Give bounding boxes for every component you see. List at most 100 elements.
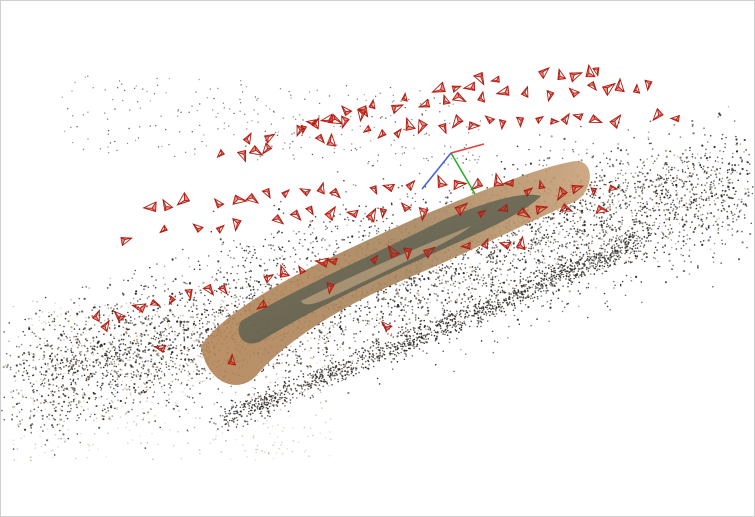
camera-frustum: [300, 124, 308, 135]
camera-frustum: [489, 75, 500, 83]
camera-frustum: [453, 179, 468, 191]
camera-frustum: [590, 187, 598, 197]
camera-frustum: [535, 115, 545, 125]
camera-frustum: [571, 184, 585, 195]
camera-frustum: [213, 197, 225, 209]
camera-frustum: [437, 122, 447, 135]
camera-frustums: [91, 63, 680, 366]
camera-frustum: [588, 114, 604, 124]
camera-frustum: [454, 202, 469, 217]
camera-frustum: [316, 181, 325, 195]
camera-frustum: [477, 90, 486, 103]
camera-frustum: [298, 188, 312, 197]
camera-frustum: [498, 119, 507, 131]
camera-frustum: [192, 223, 204, 234]
camera-frustum: [381, 183, 396, 193]
camera-frustum: [379, 207, 388, 220]
camera-frustum: [560, 112, 570, 126]
camera-frustum: [279, 264, 291, 278]
camera-frustum: [442, 93, 451, 105]
camera-frustum: [216, 148, 226, 159]
camera-frustum: [176, 191, 191, 206]
camera-frustum: [326, 132, 337, 147]
camera-frustum: [468, 121, 481, 131]
camera-frustum: [227, 353, 237, 366]
camera-frustum: [462, 81, 476, 92]
camera-frustum: [472, 71, 485, 86]
camera-frustum: [417, 98, 431, 108]
camera-frustum: [341, 115, 350, 130]
camera-frustum: [477, 209, 487, 219]
camera-frustum: [202, 283, 215, 297]
camera-frustum: [459, 241, 471, 250]
camera-frustum: [502, 178, 514, 187]
camera-frustum: [515, 116, 525, 128]
camera-frustum: [319, 113, 334, 124]
camera-frustum: [162, 198, 174, 212]
camera-frustum: [263, 133, 276, 144]
camera-frustum: [595, 204, 610, 214]
camera-frustum: [304, 205, 314, 216]
log-highlight: [301, 226, 471, 305]
camera-frustum: [311, 116, 320, 130]
camera-frustum: [549, 117, 560, 125]
camera-frustum: [608, 184, 619, 192]
camera-frustum: [402, 247, 413, 261]
camera-frustum: [568, 87, 581, 98]
camera-frustum: [401, 91, 408, 102]
camera-frustum: [263, 273, 275, 284]
x-axis-line: [450, 143, 485, 154]
camera-frustum: [324, 205, 337, 222]
camera-frustum: [217, 284, 228, 296]
camera-frustum: [609, 113, 622, 130]
camera-frustum: [362, 124, 372, 134]
y-axis-line: [450, 152, 476, 195]
camera-frustum: [418, 207, 429, 222]
camera-frustum: [131, 303, 147, 314]
camera-frustum: [357, 105, 369, 118]
camera-frustum: [242, 132, 252, 145]
camera-frustum: [592, 67, 600, 77]
camera-frustum: [523, 187, 534, 198]
camera-frustum: [497, 203, 509, 213]
camera-frustum: [451, 91, 467, 103]
camera-frustum: [357, 108, 367, 123]
camera-frustum: [470, 177, 484, 191]
camera-frustum: [380, 320, 393, 332]
camera-frustum: [586, 80, 598, 92]
camera-frustum: [298, 265, 307, 275]
camera-frustum: [184, 288, 193, 301]
camera-frustum: [91, 309, 100, 323]
camera-frustum: [535, 205, 549, 216]
camera-frustum: [451, 85, 462, 93]
camera-frustum: [369, 254, 379, 265]
camera-frustum: [390, 104, 405, 115]
camera-frustum: [498, 242, 512, 251]
camera-frustum: [326, 281, 335, 295]
camera-frustum: [669, 114, 680, 123]
camera-frustum: [345, 209, 359, 219]
camera-frustum: [546, 89, 555, 103]
camera-frustum: [451, 113, 464, 129]
camera-frustum: [632, 83, 641, 94]
camera-frustum: [289, 209, 302, 221]
camera-frustum: [314, 133, 326, 144]
camera-frustum: [569, 72, 584, 83]
camera-frustum: [232, 217, 242, 232]
camera-frustum: [236, 149, 247, 163]
camera-frustum: [365, 207, 377, 223]
camera-frustum: [248, 145, 264, 156]
axes-gizmo: [421, 143, 485, 195]
camera-frustum: [422, 246, 436, 259]
camera-frustum: [368, 98, 376, 110]
log-mesh-reconstruction: [201, 161, 590, 385]
camera-frustum: [232, 194, 248, 205]
camera-frustum: [149, 298, 161, 306]
camera-frustum: [281, 189, 290, 199]
camera-frustum: [120, 237, 133, 247]
camera-frustum: [168, 295, 176, 306]
camera-frustum: [153, 344, 167, 354]
camera-frustum: [377, 128, 387, 139]
